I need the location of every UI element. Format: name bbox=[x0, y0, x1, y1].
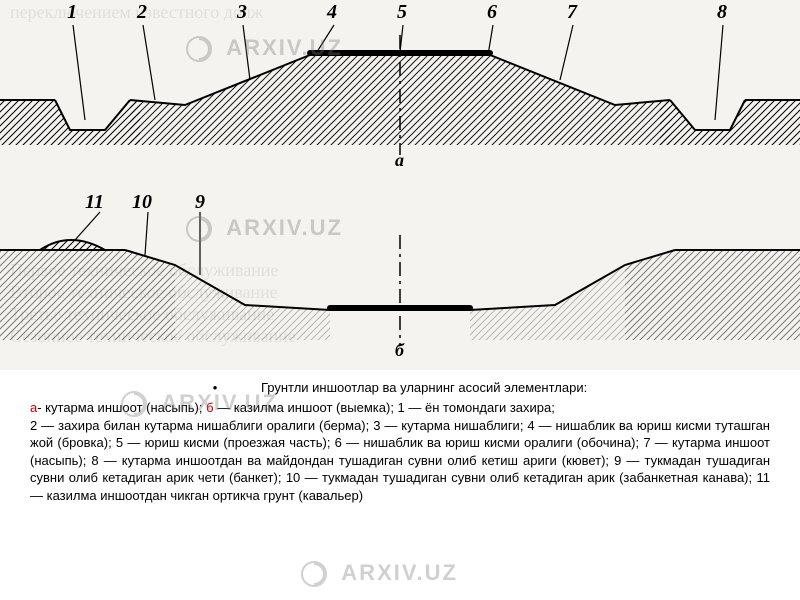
caption-line-ab: а- кутарма иншоот (насыпь); б — казилма … bbox=[30, 399, 770, 417]
label-10: 10 bbox=[132, 191, 152, 213]
ghost-text: Третье техническое обслуживание bbox=[10, 304, 274, 325]
label-9: 9 bbox=[195, 191, 205, 213]
ghost-text: Первое техническое обслуживание bbox=[10, 260, 278, 281]
ghost-text: переключением известного долж bbox=[10, 2, 263, 23]
label-8: 8 bbox=[717, 1, 727, 23]
label-11: 11 bbox=[85, 191, 104, 213]
diagram-a-label: а bbox=[395, 150, 404, 171]
caption-title: Грунтли иншоотлар ва уларнинг асосий эле… bbox=[30, 380, 770, 395]
caption-area: ARXIV.UZ ARXIV.UZ Грунтли иншоотлар ва у… bbox=[0, 370, 800, 514]
label-4: 4 bbox=[326, 1, 337, 23]
letter-b: б bbox=[206, 400, 213, 415]
diagram-area: переключением известного долж Первое тех… bbox=[0, 0, 800, 370]
label-5: 5 bbox=[397, 1, 407, 23]
ghost-text: Второе техническое обслуживание bbox=[10, 282, 278, 303]
label-6: 6 bbox=[487, 1, 497, 23]
diagram-b-label: б bbox=[395, 340, 404, 361]
caption-body: 2 — захира билан кутарма нишаблиги орали… bbox=[30, 417, 770, 505]
ghost-text: Сезонное техническое обслуживание bbox=[10, 326, 296, 347]
label-7: 7 bbox=[567, 1, 578, 23]
watermark: ARXIV.UZ bbox=[300, 560, 458, 588]
